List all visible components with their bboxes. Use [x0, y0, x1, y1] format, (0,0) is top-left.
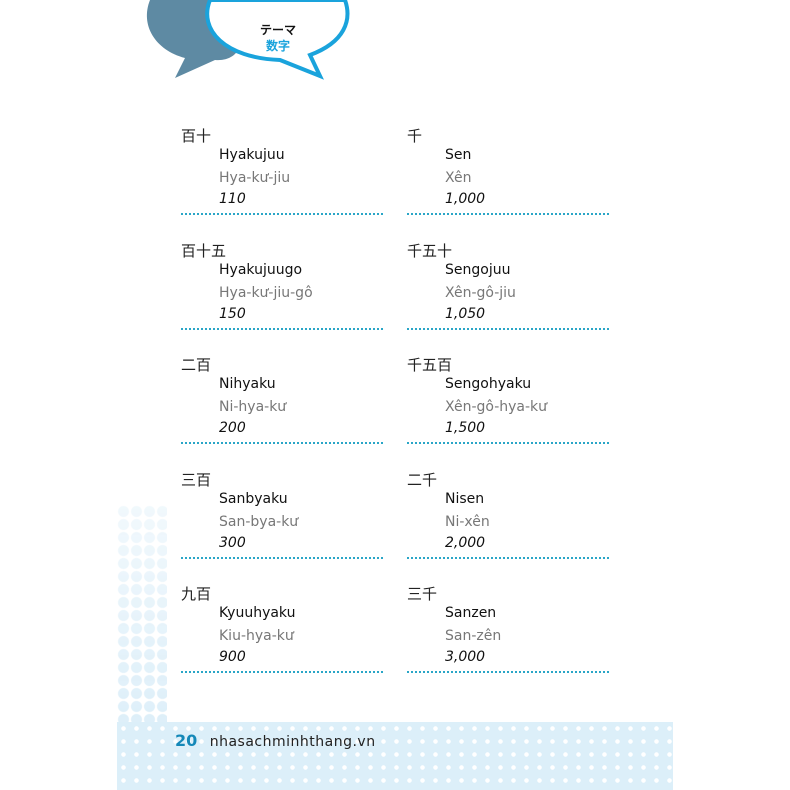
- romaji: Nihyaku: [219, 376, 276, 392]
- website-text: nhasachminhthang.vn: [209, 734, 376, 750]
- pronunciation: San-zên: [445, 628, 502, 644]
- kanji: 二百: [181, 356, 212, 374]
- speech-bubbles-icon: [146, 0, 350, 80]
- vocab-entry: 三千 Sanzen San-zên 3,000: [407, 583, 609, 683]
- number-value: 200: [219, 420, 246, 436]
- page-footer: 20 nhasachminhthang.vn: [175, 731, 376, 750]
- romaji: Kyuuhyaku: [219, 605, 296, 621]
- romaji: Nisen: [445, 490, 485, 507]
- dotted-divider: [407, 213, 609, 215]
- dotted-divider: [407, 556, 609, 559]
- decorative-dot-pattern-bottom: [117, 722, 673, 790]
- kanji: 千五十: [407, 241, 453, 260]
- kanji: 二千: [407, 470, 438, 489]
- vocab-entry: 二千 Nisen Ni-xên 2,000: [407, 469, 609, 569]
- page-number: 20: [175, 731, 198, 750]
- number-value: 1,500: [445, 420, 486, 436]
- dotted-divider: [407, 671, 609, 673]
- pronunciation: Kiu-hya-kư: [219, 628, 294, 644]
- romaji: Sen: [445, 147, 472, 163]
- number-value: 300: [219, 534, 246, 551]
- pronunciation: Hya-kư-jiu-gô: [219, 284, 313, 301]
- vocab-entry: 百十 Hyakujuu Hya-kư-jiu 110: [181, 125, 383, 225]
- romaji: Sanzen: [445, 605, 497, 621]
- vocab-entry: 九百 Kyuuhyaku Kiu-hya-kư 900: [181, 583, 383, 683]
- vocab-entry: 千五百 Sengohyaku Xên-gô-hya-kư 1,500: [407, 354, 609, 454]
- theme-value: 数字: [265, 39, 290, 53]
- pronunciation: Ni-hya-kư: [219, 399, 287, 415]
- romaji: Sengojuu: [445, 261, 511, 278]
- vocab-entry: 千五十 Sengojuu Xên-gô-jiu 1,050: [407, 240, 609, 340]
- dotted-divider: [181, 327, 383, 330]
- kanji: 三千: [407, 585, 438, 603]
- pronunciation: Xên-gô-jiu: [445, 284, 516, 301]
- theme-label: テーマ 数字: [250, 22, 306, 54]
- vocab-entry: 二百 Nihyaku Ni-hya-kư 200: [181, 354, 383, 454]
- kanji: 九百: [181, 585, 212, 603]
- kanji: 百十: [181, 127, 212, 145]
- kanji: 千: [407, 127, 423, 145]
- dotted-divider: [181, 213, 383, 215]
- vocab-entry: 三百 Sanbyaku San-bya-kư 300: [181, 469, 383, 569]
- romaji: Sengohyaku: [445, 376, 532, 392]
- romaji: Hyakujuu: [219, 147, 285, 163]
- number-value: 1,050: [445, 305, 486, 322]
- kanji: 千五百: [407, 356, 453, 374]
- number-value: 3,000: [445, 649, 486, 665]
- number-value: 900: [219, 649, 246, 665]
- number-value: 2,000: [445, 534, 486, 551]
- number-value: 110: [219, 191, 246, 207]
- pronunciation: San-bya-kư: [219, 513, 299, 530]
- dotted-divider: [181, 671, 383, 673]
- pronunciation: Xên-gô-hya-kư: [445, 399, 548, 415]
- dotted-divider: [407, 442, 609, 444]
- pronunciation: Xên: [445, 170, 472, 186]
- pronunciation: Hya-kư-jiu: [219, 170, 291, 186]
- number-value: 150: [219, 305, 246, 322]
- pronunciation: Ni-xên: [445, 513, 490, 530]
- dotted-divider: [181, 442, 383, 444]
- kanji: 百十五: [181, 241, 227, 260]
- romaji: Hyakujuugo: [219, 261, 303, 278]
- romaji: Sanbyaku: [219, 490, 288, 507]
- kanji: 三百: [181, 470, 212, 489]
- dotted-divider: [181, 556, 383, 559]
- vocab-entry: 百十五 Hyakujuugo Hya-kư-jiu-gô 150: [181, 240, 383, 340]
- dotted-divider: [407, 327, 609, 330]
- theme-title: テーマ: [259, 23, 296, 37]
- number-value: 1,000: [445, 191, 486, 207]
- vocab-entry: 千 Sen Xên 1,000: [407, 125, 609, 225]
